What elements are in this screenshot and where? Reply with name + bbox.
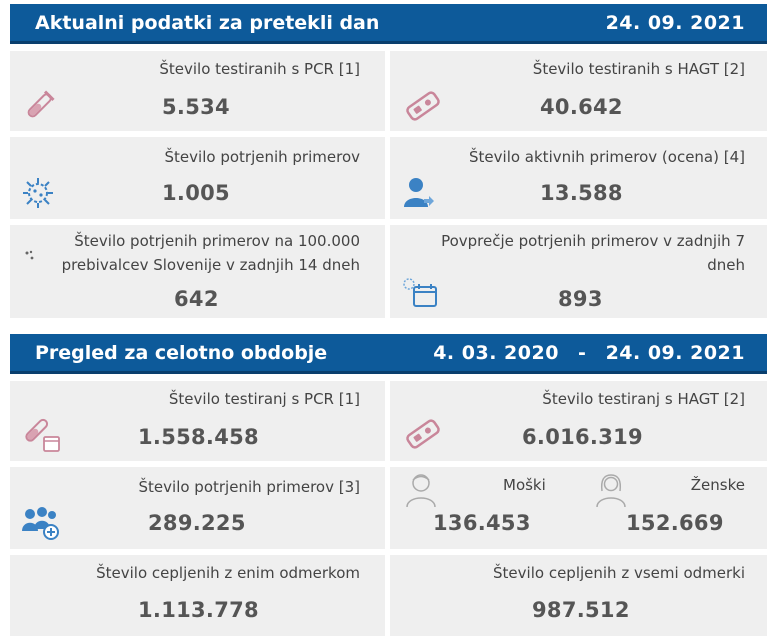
overall-pcr-label: Število testiranj s PCR [1] xyxy=(168,390,360,408)
rapid-test-icon xyxy=(406,419,440,449)
person-icon xyxy=(404,178,434,207)
card-overall-vacc1: Število cepljenih z enim odmerkom 1.113.… xyxy=(10,555,385,636)
overall-date-range: 4. 03. 2020 - 24. 09. 2021 xyxy=(433,342,745,364)
overall-female-label: Ženske xyxy=(690,476,745,494)
card-daily-hagt: Število testiranih s HAGT [2] 40.642 xyxy=(390,51,767,131)
daily-per100k-label-line1: Število potrjenih primerov na 100.000 xyxy=(74,232,360,250)
daily-per100k-label-line2: prebivalcev Slovenije v zadnjih 14 dneh xyxy=(61,256,360,274)
overall-date-from: 4. 03. 2020 xyxy=(433,341,559,364)
overall-confirmed-label: Število potrjenih primerov [3] xyxy=(138,478,360,496)
overall-hagt-label: Število testiranj s HAGT [2] xyxy=(542,390,745,408)
daily-per100k-value: 642 xyxy=(174,287,219,311)
daily-hagt-value: 40.642 xyxy=(540,95,623,119)
daily-hagt-label: Število testiranih s HAGT [2] xyxy=(532,60,745,78)
overall-male-label: Moški xyxy=(503,476,546,494)
card-overall-gender: Moški 136.453 Ženske 152.669 xyxy=(390,467,767,549)
card-daily-per100k: Število potrjenih primerov na 100.000 pr… xyxy=(10,225,385,318)
group-add-icon xyxy=(22,507,59,540)
overall-vacc-all-label: Število cepljenih z vsemi odmerki xyxy=(493,564,745,582)
rapid-test-icon xyxy=(406,91,440,121)
male-icon xyxy=(406,474,436,508)
daily-avg7-label-line1: Povprečje potrjenih primerov v zadnjih 7 xyxy=(441,232,745,250)
calendar-virus-icon xyxy=(403,278,437,307)
daily-avg7-label: Povprečje potrjenih primerov v zadnjih 7… xyxy=(441,229,745,277)
daily-avg7-value: 893 xyxy=(558,287,603,311)
overall-female-value: 152.669 xyxy=(626,511,724,535)
card-daily-pcr: Število testiranih s PCR [1] 5.534 xyxy=(10,51,385,131)
overall-confirmed-value: 289.225 xyxy=(148,511,246,535)
card-daily-confirmed: Število potrjenih primerov 1.005 xyxy=(10,137,385,219)
overall-date-to: 24. 09. 2021 xyxy=(605,341,745,364)
daily-per100k-label: Število potrjenih primerov na 100.000 pr… xyxy=(62,229,360,277)
overall-vacc1-label: Število cepljenih z enim odmerkom xyxy=(96,564,360,582)
daily-title: Aktualni podatki za pretekli dan xyxy=(35,11,380,34)
card-overall-confirmed: Število potrjenih primerov [3] 289.225 xyxy=(10,467,385,549)
daily-active-value: 13.588 xyxy=(540,181,623,205)
virus-icon xyxy=(23,178,53,208)
daily-active-label: Število aktivnih primerov (ocena) [4] xyxy=(469,148,745,166)
female-icon xyxy=(596,474,626,508)
overall-vacc-all-value: 987.512 xyxy=(532,598,630,622)
daily-confirmed-value: 1.005 xyxy=(162,181,230,205)
overall-title: Pregled za celotno obdobje xyxy=(35,341,328,364)
dots-icon xyxy=(25,250,34,260)
daily-pcr-label: Število testiranih s PCR [1] xyxy=(159,60,360,78)
card-overall-vacc-all: Število cepljenih z vsemi odmerki 987.51… xyxy=(390,555,767,636)
card-daily-avg7: Povprečje potrjenih primerov v zadnjih 7… xyxy=(390,225,767,318)
overall-pcr-value: 1.558.458 xyxy=(138,425,259,449)
overall-hagt-value: 6.016.319 xyxy=(522,425,643,449)
overall-vacc1-value: 1.113.778 xyxy=(138,598,259,622)
card-daily-active: Število aktivnih primerov (ocena) [4] 13… xyxy=(390,137,767,219)
card-overall-hagt: Število testiranj s HAGT [2] 6.016.319 xyxy=(390,381,767,461)
daily-header: Aktualni podatki za pretekli dan 24. 09.… xyxy=(10,4,767,44)
daily-confirmed-label: Število potrjenih primerov xyxy=(164,148,360,166)
daily-date: 24. 09. 2021 xyxy=(605,11,745,34)
overall-male-value: 136.453 xyxy=(433,511,531,535)
overall-header: Pregled za celotno obdobje 4. 03. 2020 -… xyxy=(10,334,767,374)
daily-avg7-label-line2: dneh xyxy=(707,256,745,274)
daily-pcr-value: 5.534 xyxy=(162,95,230,119)
test-tube-calendar-icon xyxy=(25,418,60,452)
test-tube-icon xyxy=(27,90,55,118)
card-overall-pcr: Število testiranj s PCR [1] 1.558.458 xyxy=(10,381,385,461)
overall-date-separator: - xyxy=(578,341,587,364)
